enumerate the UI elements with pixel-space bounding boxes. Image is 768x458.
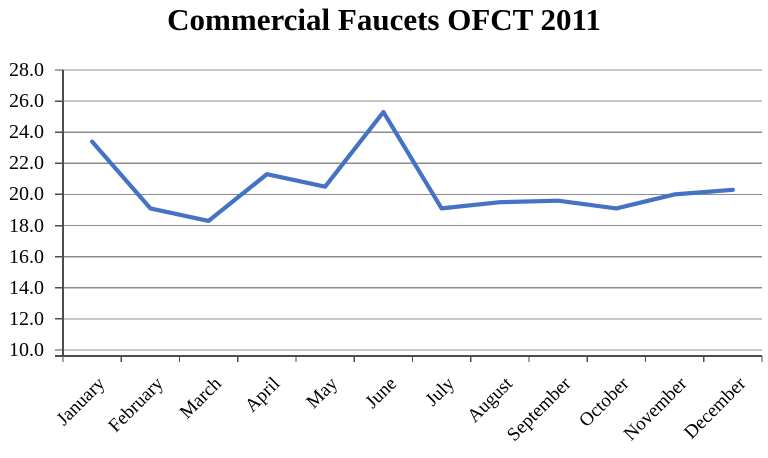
- y-axis-tick-label: 14.0: [9, 276, 44, 299]
- data-line: [89, 109, 736, 223]
- y-axis-tick-label: 28.0: [9, 59, 44, 81]
- y-axis-tick-label: 12.0: [9, 307, 44, 330]
- y-axis-tick-label: 26.0: [9, 90, 44, 113]
- y-axis-tick-label: 24.0: [9, 121, 44, 144]
- chart-title: Commercial Faucets OFCT 2011: [167, 2, 601, 37]
- y-axis-tick-label: 22.0: [9, 152, 44, 175]
- y-axis-tick-label: 20.0: [9, 183, 44, 206]
- y-axis-tick-label: 18.0: [9, 214, 44, 237]
- y-axis-tick-label: 10.0: [9, 339, 44, 361]
- y-axis-tick-label: 16.0: [9, 245, 44, 268]
